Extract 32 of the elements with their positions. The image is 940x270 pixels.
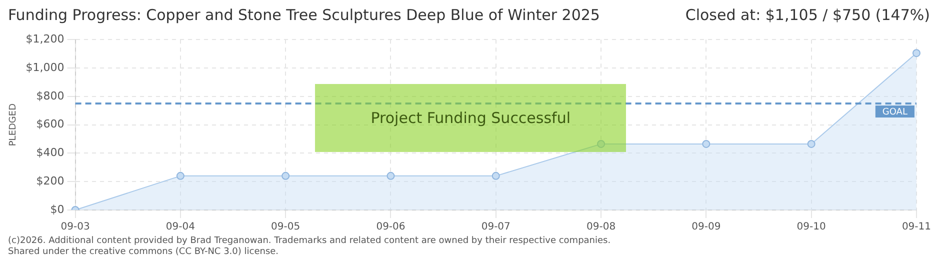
x-tick-label: 09-08 [586, 222, 616, 233]
point [176, 172, 184, 180]
x-tick-label: 09-03 [60, 222, 90, 233]
y-tick-label: $1,200 [26, 32, 64, 46]
y-tick-label: $0 [50, 202, 64, 216]
y-tick-label: $800 [36, 89, 64, 102]
chart-title: Funding Progress: Copper and Stone Tree Sculptures Deep Blue of Winter 2025 [8, 6, 600, 26]
x-tick-label: 09-06 [376, 222, 406, 233]
text: Shared under the creative commons (CC BY-NC 3.0) license. [8, 247, 280, 258]
point [386, 172, 395, 180]
text: (c)2026. Additional content provided by Brad Treganowan. Trademarks and related content are owned by their respective companies. [8, 236, 612, 247]
point [492, 172, 500, 180]
y-tick-label: $400 [36, 146, 64, 160]
x-tick-label: 09-04 [166, 222, 195, 233]
point [597, 140, 606, 148]
y-tick-label: $600 [36, 118, 64, 131]
point [807, 140, 816, 148]
y-tick-label: $200 [36, 174, 64, 188]
y-axis-title: PLEDGED [8, 103, 19, 146]
y-tick-label: $1,000 [26, 60, 64, 74]
ref-line-label: GOAL [882, 107, 908, 118]
point [912, 49, 920, 58]
x-tick-label: 09-07 [481, 222, 510, 233]
chart-subtitle: Closed at: $1,105 / $750 (147%) [685, 6, 930, 26]
annotation: Project Funding Successful [370, 108, 570, 127]
point [702, 140, 710, 148]
x-tick-label: 09-11 [902, 222, 931, 233]
point [282, 172, 290, 180]
x-tick-label: 09-10 [796, 222, 826, 233]
x-tick-label: 09-09 [692, 222, 721, 233]
success-banner: Project Funding Successful [315, 84, 626, 152]
x-tick-label: 09-05 [271, 222, 300, 233]
